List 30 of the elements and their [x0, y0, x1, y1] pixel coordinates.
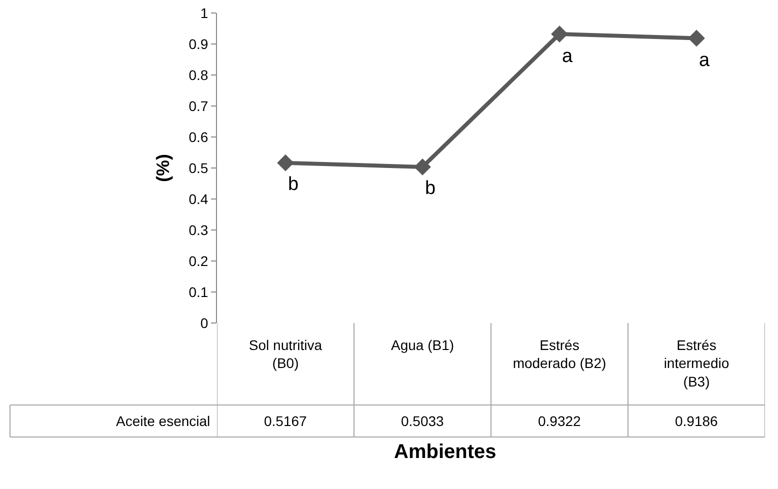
- data-label: 0.9186: [675, 413, 718, 429]
- x-axis-title: Ambientes: [394, 441, 496, 463]
- annotation: a: [562, 46, 573, 67]
- point: [688, 30, 705, 47]
- annotation: b: [425, 178, 436, 199]
- x-tick-label: Agua (B1): [390, 337, 454, 353]
- x-tick-label: Sol nutritiva (B0): [248, 337, 322, 372]
- y-tick-label: 0.4: [188, 190, 208, 207]
- y-tick-label: 0.3: [188, 222, 208, 238]
- data-label: 0.5167: [264, 413, 308, 429]
- y-tick-label: 1: [200, 4, 208, 21]
- point: [277, 154, 294, 172]
- data-label: 0.5033: [401, 413, 444, 429]
- text: Aceite esencial: [116, 413, 210, 429]
- y-axis-title: (%): [152, 154, 173, 182]
- annotation: b: [288, 174, 299, 195]
- y-tick-label: 0.9: [188, 36, 208, 52]
- y-tick-label: 0.8: [188, 66, 208, 83]
- point: [551, 26, 568, 42]
- x-tick-label: Estrés intermedio (B3): [664, 337, 730, 390]
- x-tick-label: Estrés moderado (B2): [512, 337, 606, 372]
- y-tick-label: 0.6: [188, 128, 208, 145]
- y-tick-label: 0.5: [188, 160, 208, 176]
- data-label: 0.9322: [538, 413, 582, 429]
- y-tick-label: 0: [200, 314, 208, 331]
- y-tick-label: 0.1: [188, 284, 208, 300]
- y-tick-label: 0.2: [188, 252, 208, 269]
- annotation: a: [699, 50, 710, 71]
- y-tick-label: 0.7: [188, 98, 208, 114]
- point: [414, 158, 431, 176]
